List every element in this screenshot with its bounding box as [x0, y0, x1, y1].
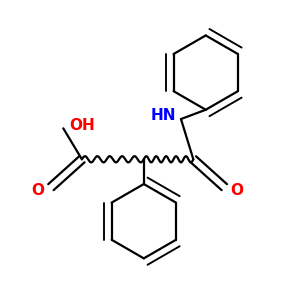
- Text: O: O: [230, 183, 244, 198]
- Text: OH: OH: [70, 118, 95, 133]
- Text: HN: HN: [151, 108, 176, 123]
- Text: O: O: [32, 183, 45, 198]
